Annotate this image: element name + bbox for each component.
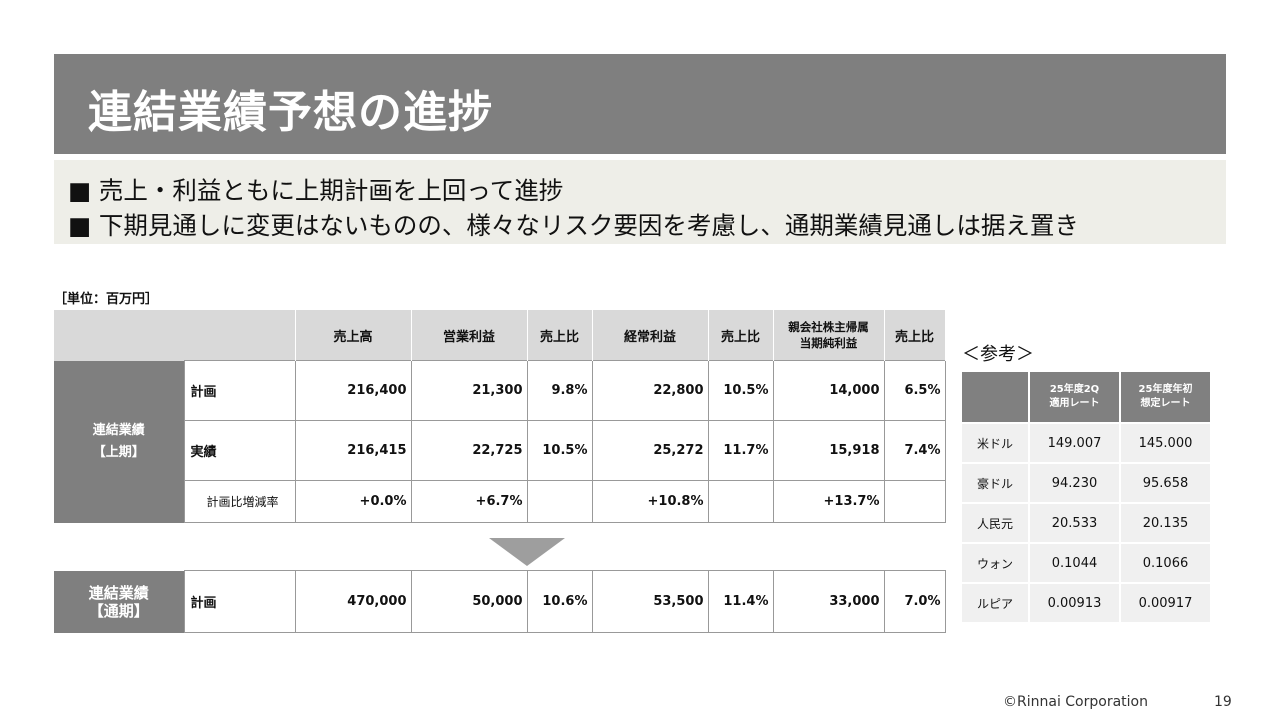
reference-title: ＜参考＞	[962, 344, 1034, 365]
page-number: 19	[1214, 694, 1232, 710]
table-row: 計画比増減率 +0.0% +6.7% +10.8% +13.7%	[54, 480, 946, 523]
ref-cell: 0.00913	[1030, 584, 1119, 622]
bullet-2: ■ 下期見通しに変更はないものの、様々なリスク要因を考慮し、通期業績見通しは据え…	[68, 211, 1079, 240]
ref-row-label: 米ドル	[962, 424, 1028, 462]
ref-cell: 145.000	[1121, 424, 1210, 462]
header-ordinary-profit: 経常利益	[592, 310, 709, 361]
cell: 216,415	[294, 420, 411, 481]
ref-row-label: 豪ドル	[962, 464, 1028, 502]
ref-cell: 95.658	[1121, 464, 1210, 502]
bullet-1: ■ 売上・利益ともに上期計画を上回って進捗	[68, 176, 564, 205]
ref-row: 人民元 20.533 20.135	[962, 504, 1210, 542]
results-table: 売上高 営業利益 売上比 経常利益 売上比 親会社株主帰属 当期純利益 売上比 …	[54, 310, 946, 633]
cell: +10.8%	[591, 480, 708, 523]
group-label-fy: 連結業績 【通期】	[54, 570, 184, 633]
cell: +0.0%	[294, 480, 411, 523]
header-ratio-1: 売上比	[527, 310, 593, 361]
cell: 11.7%	[707, 420, 773, 481]
table-row: 連結業績 【通期】 計画 470,000 50,000 10.6% 53,500…	[54, 570, 946, 633]
header-operating-profit: 営業利益	[411, 310, 528, 361]
ref-cell: 20.135	[1121, 504, 1210, 542]
header-row: 売上高 営業利益 売上比 経常利益 売上比 親会社株主帰属 当期純利益 売上比	[54, 310, 946, 361]
cell	[707, 480, 773, 523]
row-label-fy-plan: 計画	[183, 570, 295, 633]
cell: 33,000	[772, 570, 884, 633]
row-label-plan: 計画	[183, 360, 295, 421]
group-label-h1: 連結業績 【上期】	[54, 360, 184, 523]
summary-box: ■ 売上・利益ともに上期計画を上回って進捗 ■ 下期見通しに変更はないものの、様…	[54, 160, 1226, 244]
cell: 6.5%	[883, 360, 946, 421]
ref-row: 米ドル 149.007 145.000	[962, 424, 1210, 462]
ref-header-assumed-text: 25年度年初 想定レート	[1138, 384, 1193, 409]
ref-row: ウォン 0.1044 0.1066	[962, 544, 1210, 582]
header-ratio-3: 売上比	[884, 310, 946, 361]
cell: 25,272	[591, 420, 708, 481]
ref-header-assumed: 25年度年初 想定レート	[1121, 372, 1210, 422]
cell: 14,000	[772, 360, 884, 421]
cell: 50,000	[410, 570, 527, 633]
down-arrow-icon	[489, 538, 565, 566]
ref-header-applied: 25年度2Q 適用レート	[1030, 372, 1119, 422]
header-net-income-text: 親会社株主帰属 当期純利益	[788, 320, 869, 350]
unit-label: ［単位：百万円］	[54, 292, 159, 307]
ref-row-label: ルピア	[962, 584, 1028, 622]
row-label-change: 計画比増減率	[183, 480, 295, 523]
table-row: 実績 216,415 22,725 10.5% 25,272 11.7% 15,…	[54, 420, 946, 481]
header-blank	[54, 310, 296, 361]
header-ratio-2: 売上比	[708, 310, 774, 361]
ref-header-row: 25年度2Q 適用レート 25年度年初 想定レート	[962, 372, 1210, 422]
header-net-income: 親会社株主帰属 当期純利益	[773, 310, 885, 361]
group-label-h1-text: 連結業績 【上期】	[92, 422, 145, 460]
ref-row: 豪ドル 94.230 95.658	[962, 464, 1210, 502]
ref-cell: 94.230	[1030, 464, 1119, 502]
group-label-fy-text: 連結業績 【通期】	[88, 583, 149, 620]
cell: 11.4%	[707, 570, 773, 633]
cell: 7.0%	[883, 570, 946, 633]
cell: 21,300	[410, 360, 527, 421]
cell: 470,000	[294, 570, 411, 633]
ref-cell: 0.1044	[1030, 544, 1119, 582]
ref-cell: 0.00917	[1121, 584, 1210, 622]
ref-row-label: 人民元	[962, 504, 1028, 542]
table-row: 連結業績 【上期】 計画 216,400 21,300 9.8% 22,800 …	[54, 360, 946, 523]
cell: 22,800	[591, 360, 708, 421]
cell: 10.5%	[707, 360, 773, 421]
cell: 216,400	[294, 360, 411, 421]
ref-cell: 20.533	[1030, 504, 1119, 542]
cell	[526, 480, 592, 523]
copyright: ©Rinnai Corporation	[1003, 694, 1148, 710]
cell: 9.8%	[526, 360, 592, 421]
cell: +6.7%	[410, 480, 527, 523]
ref-cell: 0.1066	[1121, 544, 1210, 582]
ref-header-blank	[962, 372, 1028, 422]
reference-table: 25年度2Q 適用レート 25年度年初 想定レート 米ドル 149.007 14…	[960, 370, 1212, 624]
cell: 10.6%	[526, 570, 592, 633]
cell: 7.4%	[883, 420, 946, 481]
row-label-actual: 実績	[183, 420, 295, 481]
cell	[883, 480, 946, 523]
ref-cell: 149.007	[1030, 424, 1119, 462]
cell: 22,725	[410, 420, 527, 481]
ref-row: ルピア 0.00913 0.00917	[962, 584, 1210, 622]
cell: 53,500	[591, 570, 708, 633]
cell: 10.5%	[526, 420, 592, 481]
header-sales: 売上高	[295, 310, 412, 361]
cell: 15,918	[772, 420, 884, 481]
title-bar: 連結業績予想の進捗	[54, 54, 1226, 154]
cell: +13.7%	[772, 480, 884, 523]
page-title: 連結業績予想の進捗	[88, 87, 493, 138]
ref-row-label: ウォン	[962, 544, 1028, 582]
ref-header-applied-text: 25年度2Q 適用レート	[1049, 384, 1100, 409]
